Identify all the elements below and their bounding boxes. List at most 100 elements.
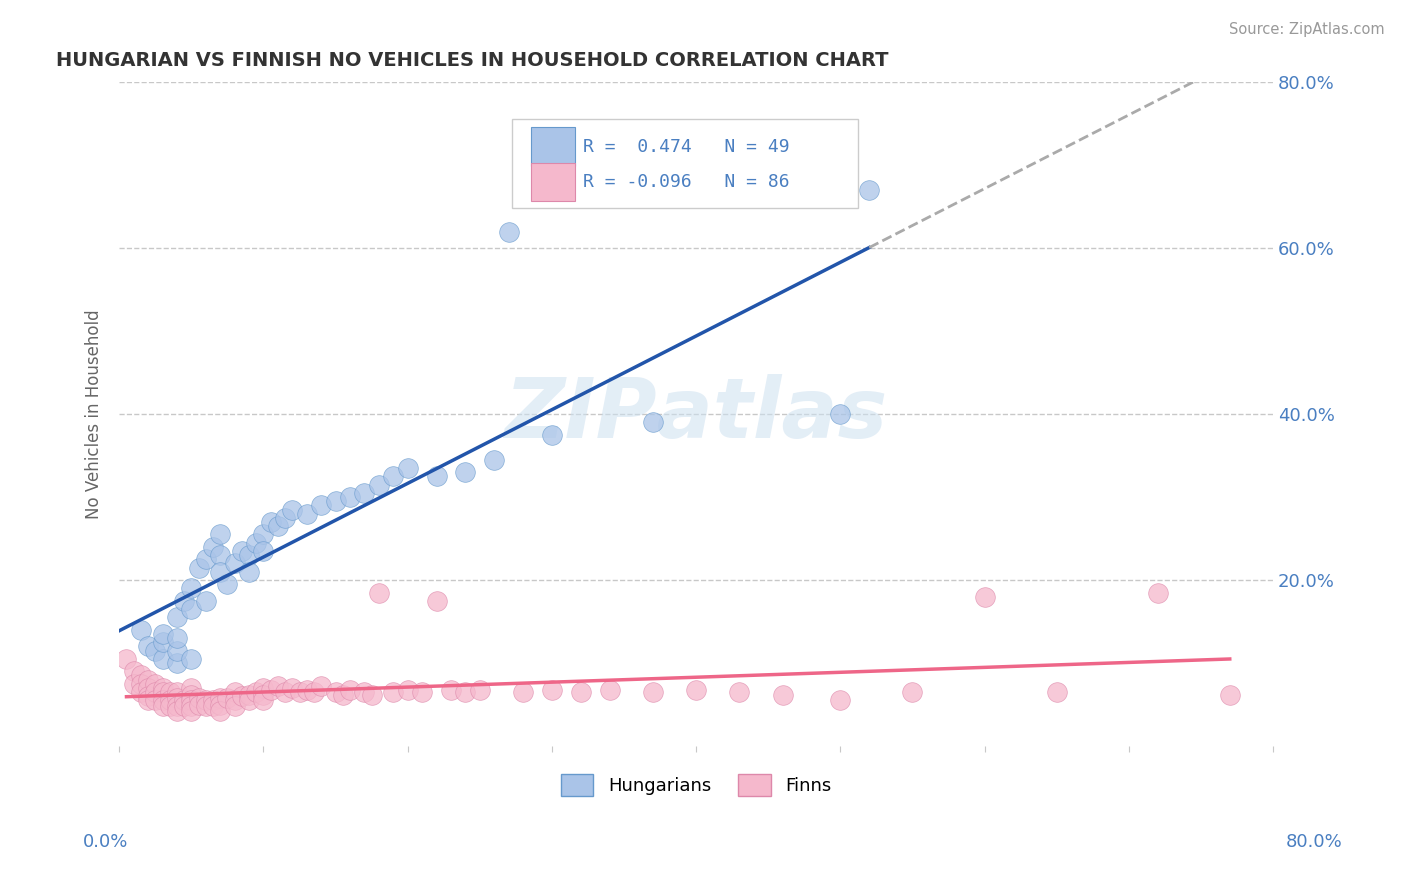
Point [1219, 688, 1241, 702]
Legend: Hungarians, Finns: Hungarians, Finns [554, 767, 838, 804]
Point [166, 631, 188, 645]
Point [728, 685, 751, 699]
Point [1046, 685, 1069, 699]
Point [217, 577, 239, 591]
Point [202, 693, 225, 707]
Point [159, 685, 181, 699]
Point [339, 682, 361, 697]
Point [166, 704, 188, 718]
Point [858, 183, 880, 197]
Point [166, 685, 188, 699]
Text: Source: ZipAtlas.com: Source: ZipAtlas.com [1229, 22, 1385, 37]
Point [599, 682, 621, 697]
Point [541, 682, 564, 697]
Point [209, 527, 232, 541]
Point [166, 610, 188, 624]
Point [143, 685, 166, 699]
Point [129, 677, 152, 691]
Point [274, 511, 297, 525]
Point [224, 693, 246, 707]
Point [252, 693, 274, 707]
Point [425, 594, 447, 608]
Point [353, 486, 375, 500]
Point [173, 594, 195, 608]
Point [115, 652, 138, 666]
Point [685, 682, 707, 697]
Point [159, 699, 181, 714]
Point [302, 685, 325, 699]
Point [187, 560, 209, 574]
Point [367, 585, 389, 599]
Point [245, 535, 267, 549]
Point [238, 693, 260, 707]
Point [136, 693, 159, 707]
Point [180, 602, 202, 616]
Point [136, 690, 159, 704]
Point [122, 665, 145, 679]
Point [830, 693, 852, 707]
FancyBboxPatch shape [512, 119, 858, 209]
Point [224, 557, 246, 571]
Point [180, 582, 202, 596]
Point [252, 681, 274, 695]
Text: 80.0%: 80.0% [1286, 833, 1343, 851]
Point [136, 673, 159, 687]
Text: ZIP​atlas: ZIP​atlas [505, 374, 887, 455]
Text: HUNGARIAN VS FINNISH NO VEHICLES IN HOUSEHOLD CORRELATION CHART: HUNGARIAN VS FINNISH NO VEHICLES IN HOUS… [56, 51, 889, 70]
Point [152, 627, 174, 641]
Point [209, 565, 232, 579]
Point [641, 685, 664, 699]
Point [325, 494, 347, 508]
Point [252, 544, 274, 558]
Point [281, 681, 304, 695]
Point [281, 502, 304, 516]
Point [173, 693, 195, 707]
Point [224, 685, 246, 699]
Point [288, 685, 311, 699]
Point [411, 685, 433, 699]
Point [267, 519, 290, 533]
Point [152, 681, 174, 695]
Point [325, 685, 347, 699]
Point [252, 527, 274, 541]
FancyBboxPatch shape [531, 128, 575, 166]
Point [238, 548, 260, 562]
Point [129, 623, 152, 637]
Point [152, 693, 174, 707]
Point [143, 643, 166, 657]
Point [309, 679, 332, 693]
Point [152, 699, 174, 714]
Point [166, 656, 188, 670]
Point [295, 507, 318, 521]
Point [260, 682, 283, 697]
Point [541, 428, 564, 442]
Point [202, 540, 225, 554]
Point [122, 677, 145, 691]
Point [238, 688, 260, 702]
Point [180, 699, 202, 714]
Point [166, 643, 188, 657]
Point [194, 699, 217, 714]
Point [260, 515, 283, 529]
Point [187, 698, 209, 712]
Point [136, 681, 159, 695]
Point [143, 693, 166, 707]
Point [166, 690, 188, 705]
Point [360, 688, 382, 702]
Point [454, 685, 477, 699]
Point [224, 699, 246, 714]
Point [231, 544, 253, 558]
Point [339, 490, 361, 504]
Point [309, 499, 332, 513]
Point [332, 688, 354, 702]
Point [152, 685, 174, 699]
Point [267, 679, 290, 693]
Point [152, 635, 174, 649]
Point [180, 693, 202, 707]
Point [180, 681, 202, 695]
Point [498, 225, 520, 239]
FancyBboxPatch shape [531, 162, 575, 201]
Point [396, 461, 419, 475]
Text: 0.0%: 0.0% [83, 833, 128, 851]
Text: R = -0.096   N = 86: R = -0.096 N = 86 [583, 173, 790, 191]
